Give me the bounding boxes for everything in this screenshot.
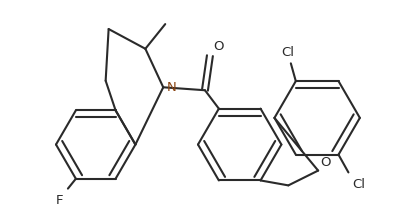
Text: O: O bbox=[320, 156, 331, 169]
Text: Cl: Cl bbox=[352, 178, 365, 191]
Text: Cl: Cl bbox=[281, 46, 294, 59]
Text: N: N bbox=[167, 81, 177, 94]
Text: O: O bbox=[213, 40, 224, 53]
Text: F: F bbox=[55, 194, 63, 206]
